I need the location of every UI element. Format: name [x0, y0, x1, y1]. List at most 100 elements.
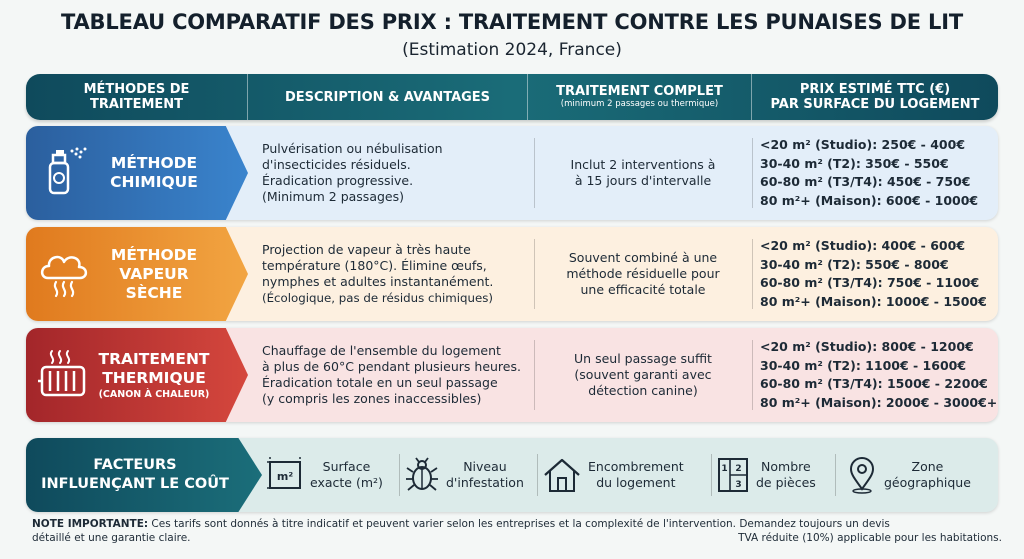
rooms-icon-label-c: 3: [735, 480, 741, 490]
price-line: 60-80 m² (T3/T4): 750€ - 1100€: [760, 275, 980, 290]
full-line: méthode résiduelle pour: [566, 266, 720, 281]
column-divider: [534, 340, 535, 410]
method-description: Projection de vapeur à très haute tempér…: [262, 227, 534, 321]
full-line: (souvent garanti avec: [574, 367, 712, 382]
method-description: Chauffage de l'ensemble du logement à pl…: [262, 328, 534, 422]
method-name-sub: (CANON À CHALEUR): [98, 388, 210, 400]
price-line: <20 m² (Studio): 400€ - 600€: [760, 238, 966, 253]
factor-divider: [399, 454, 400, 496]
factor-line1: Surface: [322, 459, 371, 474]
price-line: 30-40 m² (T2): 1100€ - 1600€: [760, 357, 967, 373]
house-icon: [544, 458, 580, 492]
desc-line: Pulvérisation ou nébulisation: [262, 141, 443, 156]
method-name-line2: THERMIQUE: [102, 368, 206, 387]
method-description: Pulvérisation ou nébulisation d'insectic…: [262, 126, 534, 220]
desc-line: Projection de vapeur à très haute: [262, 242, 471, 257]
factors-title: FACTEURS INFLUENÇANT LE COÛT: [26, 438, 262, 512]
note-text-line2: détaillé et une garantie claire.: [32, 532, 191, 544]
desc-line: Éradication progressive.: [262, 173, 414, 188]
method-row-thermal: TRAITEMENT THERMIQUE (CANON À CHALEUR) C…: [26, 328, 998, 422]
price-line: 60-80 m² (T3/T4): 1500€ - 2200€: [760, 376, 988, 391]
price-line: 60-80 m² (T3/T4): 450€ - 750€: [760, 174, 971, 189]
method-label-thermal: TRAITEMENT THERMIQUE (CANON À CHALEUR): [26, 328, 248, 422]
factor-zone: Zone géographique: [846, 438, 992, 512]
factor-infestation: Niveau d'infestation: [404, 438, 538, 512]
factor-clutter-label: Encombrement du logement: [588, 459, 684, 491]
page-title: TABLEAU COMPARATIF DES PRIX : TRAITEMENT…: [61, 10, 963, 34]
price-line: <20 m² (Studio): 250€ - 400€: [760, 137, 966, 152]
method-name-steam: MÉTHODE VAPEUR SÈCHE: [94, 246, 214, 303]
method-full-treatment: Un seul passage suffit (souvent garanti …: [534, 328, 752, 422]
full-line: une efficacité totale: [580, 282, 706, 297]
desc-line: Chauffage de l'ensemble du logement: [262, 343, 501, 358]
factor-rooms: 1 2 3 Nombre de pièces: [716, 438, 836, 512]
spray-can-icon: [48, 147, 87, 195]
factors-title-line2: INFLUENÇANT LE COÛT: [41, 476, 229, 492]
header-methods: MÉTHODES DE TRAITEMENT: [26, 74, 248, 120]
table-header: MÉTHODES DE TRAITEMENT DESCRIPTION & AVA…: [26, 74, 998, 120]
header-description-label: DESCRIPTION & AVANTAGES: [284, 89, 491, 105]
price-line: 80 m²+ (Maison): 1000€ - 1500€: [760, 293, 987, 309]
header-description: DESCRIPTION & AVANTAGES: [248, 74, 528, 120]
cost-factors: FACTEURS INFLUENÇANT LE COÛT m² Surface …: [26, 438, 998, 512]
factor-divider: [537, 454, 538, 496]
desc-line: à plus de 60°C pendant plusieurs heures.: [262, 359, 521, 374]
desc-line: nymphes et adultes instantanément.: [262, 274, 494, 289]
factor-line1: Nombre: [761, 459, 811, 474]
surface-icon-label: m²: [277, 470, 293, 483]
method-prices: <20 m² (Studio): 400€ - 600€ 30-40 m² (T…: [760, 227, 996, 321]
full-line: détection canine): [588, 383, 698, 398]
factor-line1: Niveau: [463, 459, 507, 474]
factor-line2: d'infestation: [446, 475, 524, 490]
full-line: Inclut 2 interventions à: [570, 157, 716, 172]
header-methods-line2: TRAITEMENT: [89, 97, 184, 112]
note-text: Ces tarifs sont donnés à titre indicatif…: [148, 518, 890, 530]
factor-clutter: Encombrement du logement: [542, 438, 712, 512]
factor-divider: [835, 454, 836, 496]
rooms-icon-label-a: 1: [721, 464, 727, 474]
method-prices: <20 m² (Studio): 250€ - 400€ 30-40 m² (T…: [760, 126, 996, 220]
header-full-line1: TRAITEMENT COMPLET: [556, 84, 723, 99]
note-vat: TVA réduite (10%) applicable pour les ha…: [738, 532, 1002, 544]
column-divider: [752, 138, 753, 208]
surface-m2-icon: m²: [267, 457, 301, 489]
method-row-chemical: MÉTHODE CHIMIQUE Pulvérisation ou nébuli…: [26, 126, 998, 220]
method-name-chemical: MÉTHODE CHIMIQUE: [94, 154, 214, 192]
desc-line: (y compris les zones inaccessibles): [262, 391, 482, 406]
factor-line1: Encombrement: [588, 459, 684, 474]
factor-line2: de pièces: [756, 475, 816, 490]
desc-line: d'insecticides résiduels.: [262, 157, 411, 172]
desc-line: température (180°C). Élimine œufs,: [262, 258, 487, 273]
full-line: à 15 jours d'intervalle: [574, 173, 712, 188]
factor-divider: [711, 454, 712, 496]
method-prices: <20 m² (Studio): 800€ - 1200€ 30-40 m² (…: [760, 328, 997, 422]
method-name-line2: CHIMIQUE: [110, 173, 198, 191]
price-line: 30-40 m² (T2): 550€ - 800€: [760, 256, 949, 272]
full-line: Un seul passage suffit: [574, 351, 712, 366]
header-full-line2: (minimum 2 passages ou thermique): [560, 99, 719, 109]
full-line: Souvent combiné à une: [568, 250, 718, 265]
desc-line: Éradication totale en un seul passage: [262, 375, 498, 390]
method-label-chemical: MÉTHODE CHIMIQUE: [26, 126, 248, 220]
note-label: NOTE IMPORTANTE:: [32, 518, 149, 530]
page-subtitle: (Estimation 2024, France): [402, 40, 622, 60]
factor-infestation-label: Niveau d'infestation: [446, 459, 524, 491]
price-line: 30-40 m² (T2): 350€ - 550€: [760, 155, 949, 171]
price-line: <20 m² (Studio): 800€ - 1200€: [760, 339, 974, 354]
method-name-thermal: TRAITEMENT THERMIQUE (CANON À CHALEUR): [94, 350, 214, 401]
desc-line: (Écologique, pas de résidus chimiques): [262, 291, 493, 305]
factor-zone-label: Zone géographique: [884, 459, 971, 491]
column-divider: [534, 239, 535, 309]
method-row-steam: MÉTHODE VAPEUR SÈCHE Projection de vapeu…: [26, 227, 998, 321]
header-price: PRIX ESTIMÉ TTC (€) PAR SURFACE DU LOGEM…: [752, 74, 998, 120]
method-name-line1: MÉTHODE: [110, 245, 198, 264]
factor-line1: Zone: [911, 459, 944, 474]
column-divider: [534, 138, 535, 208]
method-label-steam: MÉTHODE VAPEUR SÈCHE: [26, 227, 248, 321]
steam-icon: [40, 255, 88, 298]
method-full-treatment: Inclut 2 interventions à à 15 jours d'in…: [534, 126, 752, 220]
method-name-line1: MÉTHODE: [110, 154, 198, 172]
factor-rooms-label: Nombre de pièces: [756, 459, 816, 491]
factor-surface: m² Surface exacte (m²): [266, 438, 400, 512]
header-methods-line1: MÉTHODES DE: [83, 82, 190, 97]
